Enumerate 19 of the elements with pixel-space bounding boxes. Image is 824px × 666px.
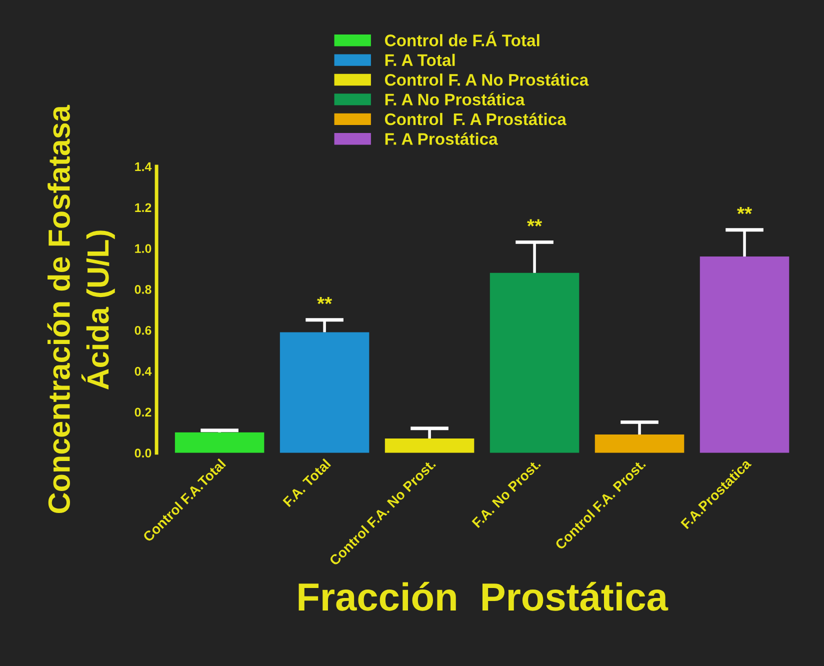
legend-label: F. A Total bbox=[385, 54, 455, 66]
legend-label: Control F. A Prostática bbox=[384, 112, 566, 126]
y-tick-label: 0.0 bbox=[134, 448, 152, 458]
y-tick-label: 0.6 bbox=[134, 326, 152, 335]
y-tick-label: 0.2 bbox=[134, 408, 152, 417]
y-tick-label: 1.2 bbox=[135, 203, 152, 212]
legend-label: Control de F.Á Total bbox=[384, 31, 540, 46]
annotation: ** bbox=[527, 219, 542, 226]
y-tick-label: 1.0 bbox=[135, 244, 152, 253]
annotation: ** bbox=[317, 296, 332, 304]
y-tick-label: 0.8 bbox=[134, 285, 152, 294]
legend-label: Control F. A No Prostática bbox=[384, 73, 589, 86]
y-tick-label: 0.4 bbox=[134, 366, 152, 376]
legend-label: F. A Prostática bbox=[385, 132, 498, 145]
x-axis-title: Fracción Prostática bbox=[298, 582, 668, 611]
legend-label: F. A No Prostática bbox=[385, 93, 525, 106]
y-tick-label: 1.4 bbox=[135, 162, 152, 172]
annotation: ** bbox=[737, 206, 752, 214]
y-axis-title: Concentración de Fosfatasa Ácida (U/L) bbox=[47, 104, 115, 514]
